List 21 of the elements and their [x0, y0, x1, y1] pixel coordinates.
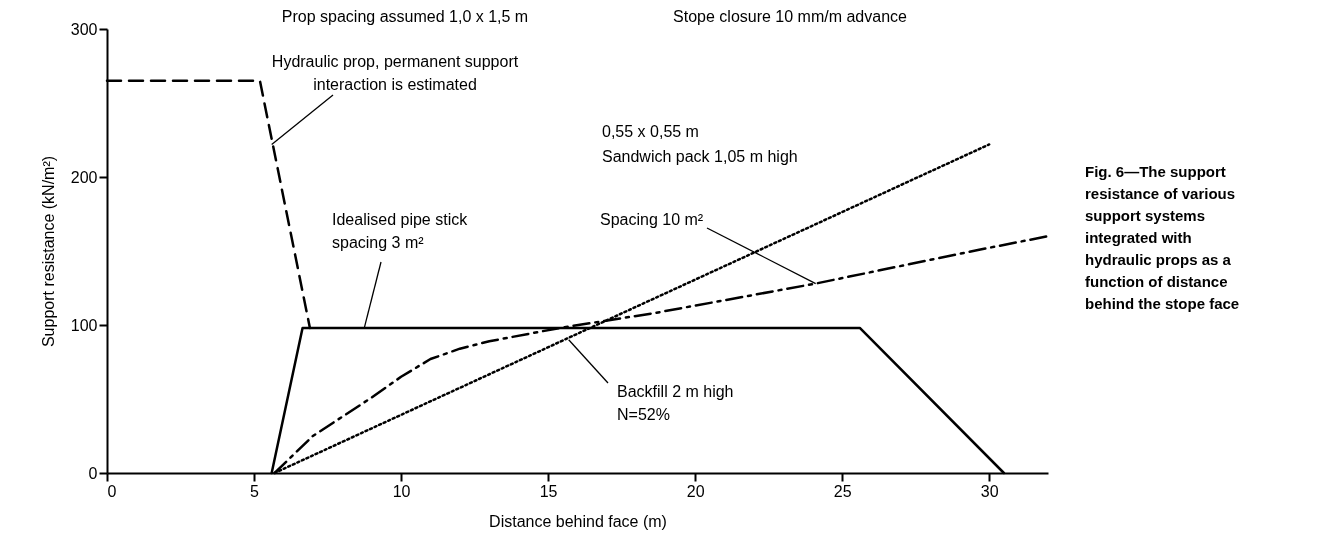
x-tick-label: 5 [250, 482, 260, 500]
annotation: Spacing 10 m² [600, 211, 704, 228]
y-tick-label: 300 [70, 20, 98, 38]
y-tick-label: 0 [88, 464, 98, 482]
text: Prop spacing assumed 1,0 x 1,5 m [281, 8, 529, 25]
annotation: Backfill 2 m high N=52% [617, 383, 734, 423]
x-tick-label: 30 [980, 482, 999, 500]
x-tick-label: 20 [686, 482, 705, 500]
y-tick-label: 200 [70, 168, 98, 186]
annotation: 0,55 x 0,55 m Sandwich pack 1,05 m high [602, 123, 798, 165]
x-tick-label: 15 [539, 482, 558, 500]
caption: Fig. 6—The support resistance of various support systems integrated with hydraulic props as a function of distance behind the stope face [1085, 163, 1240, 312]
x-axis-title: Distance behind face (m) [489, 512, 667, 530]
annotation: Hydraulic prop, permanent support interaction is estimated [271, 53, 519, 93]
x-tick-label: 25 [833, 482, 852, 500]
annotation: Idealised pipe stick spacing 3 m² [332, 211, 469, 251]
x-tick-label: 0 [107, 482, 117, 500]
x-tick-label: 10 [392, 482, 411, 500]
text: Stope closure 10 mm/m advance [673, 8, 908, 25]
y-axis-title: Support resistance (kN/m²) [39, 155, 57, 348]
y-tick-label: 100 [70, 316, 98, 334]
